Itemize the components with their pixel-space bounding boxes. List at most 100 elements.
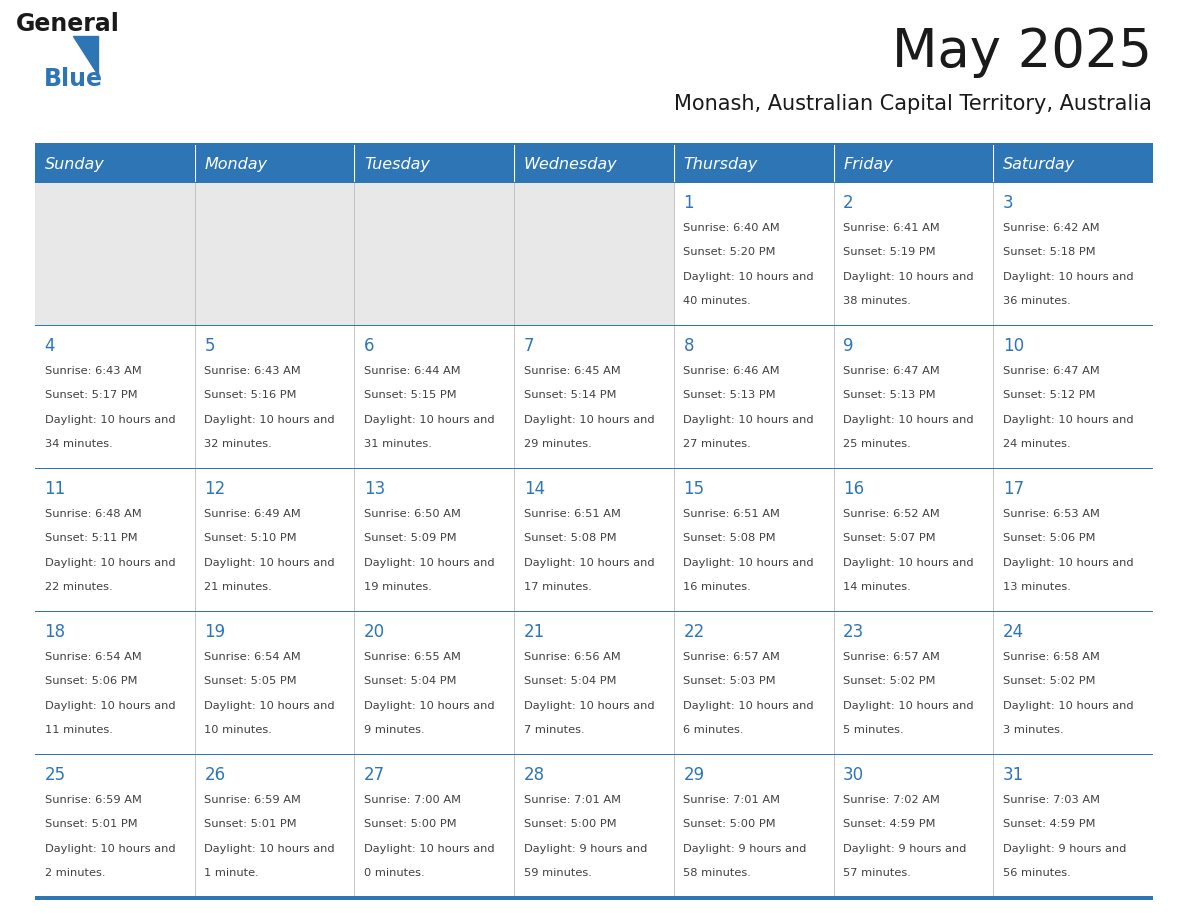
Text: 25 minutes.: 25 minutes. bbox=[843, 439, 911, 449]
Text: 56 minutes.: 56 minutes. bbox=[1003, 868, 1070, 878]
Text: 31: 31 bbox=[1003, 767, 1024, 785]
Text: Saturday: Saturday bbox=[1003, 156, 1075, 172]
Text: 17 minutes.: 17 minutes. bbox=[524, 582, 592, 592]
Text: Sunset: 5:13 PM: Sunset: 5:13 PM bbox=[683, 390, 776, 400]
Text: Sunrise: 6:41 AM: Sunrise: 6:41 AM bbox=[843, 223, 940, 233]
Text: Sunset: 5:04 PM: Sunset: 5:04 PM bbox=[364, 677, 456, 687]
Text: Sunset: 5:15 PM: Sunset: 5:15 PM bbox=[364, 390, 456, 400]
Text: 27 minutes.: 27 minutes. bbox=[683, 439, 751, 449]
Text: 14 minutes.: 14 minutes. bbox=[843, 582, 911, 592]
Text: 18: 18 bbox=[45, 623, 65, 642]
Text: Daylight: 9 hours and: Daylight: 9 hours and bbox=[843, 844, 967, 854]
Text: 23: 23 bbox=[843, 623, 865, 642]
Text: Sunset: 5:19 PM: Sunset: 5:19 PM bbox=[843, 247, 936, 257]
Text: 32 minutes.: 32 minutes. bbox=[204, 439, 272, 449]
Text: Sunset: 5:12 PM: Sunset: 5:12 PM bbox=[1003, 390, 1095, 400]
Text: Daylight: 10 hours and: Daylight: 10 hours and bbox=[524, 700, 655, 711]
Text: 13: 13 bbox=[364, 480, 385, 498]
Text: Wednesday: Wednesday bbox=[524, 156, 618, 172]
Text: 59 minutes.: 59 minutes. bbox=[524, 868, 592, 878]
Text: Daylight: 10 hours and: Daylight: 10 hours and bbox=[843, 272, 974, 282]
Text: 13 minutes.: 13 minutes. bbox=[1003, 582, 1070, 592]
Text: 29 minutes.: 29 minutes. bbox=[524, 439, 592, 449]
Text: 0 minutes.: 0 minutes. bbox=[364, 868, 424, 878]
Text: Sunrise: 6:54 AM: Sunrise: 6:54 AM bbox=[204, 652, 301, 662]
Text: Sunset: 5:18 PM: Sunset: 5:18 PM bbox=[1003, 247, 1095, 257]
Text: Sunrise: 6:57 AM: Sunrise: 6:57 AM bbox=[843, 652, 940, 662]
Text: Sunrise: 6:40 AM: Sunrise: 6:40 AM bbox=[683, 223, 781, 233]
Text: Sunset: 5:06 PM: Sunset: 5:06 PM bbox=[1003, 533, 1095, 543]
Text: Sunset: 5:17 PM: Sunset: 5:17 PM bbox=[45, 390, 137, 400]
Text: Monday: Monday bbox=[204, 156, 267, 172]
Text: Sunrise: 6:51 AM: Sunrise: 6:51 AM bbox=[524, 509, 620, 519]
Text: Sunset: 4:59 PM: Sunset: 4:59 PM bbox=[843, 820, 936, 829]
Text: Blue: Blue bbox=[44, 67, 103, 91]
Text: Sunset: 4:59 PM: Sunset: 4:59 PM bbox=[1003, 820, 1095, 829]
Text: 30: 30 bbox=[843, 767, 865, 785]
Text: 21 minutes.: 21 minutes. bbox=[204, 582, 272, 592]
Text: Sunrise: 6:53 AM: Sunrise: 6:53 AM bbox=[1003, 509, 1100, 519]
Text: 31 minutes.: 31 minutes. bbox=[364, 439, 432, 449]
Text: Daylight: 10 hours and: Daylight: 10 hours and bbox=[843, 557, 974, 567]
Text: 10: 10 bbox=[1003, 338, 1024, 355]
Text: 1: 1 bbox=[683, 195, 694, 212]
Text: Daylight: 10 hours and: Daylight: 10 hours and bbox=[843, 415, 974, 425]
Text: Sunrise: 7:01 AM: Sunrise: 7:01 AM bbox=[683, 795, 781, 805]
Text: Daylight: 10 hours and: Daylight: 10 hours and bbox=[364, 700, 494, 711]
Text: Sunrise: 7:01 AM: Sunrise: 7:01 AM bbox=[524, 795, 620, 805]
Text: Daylight: 10 hours and: Daylight: 10 hours and bbox=[364, 557, 494, 567]
Text: 38 minutes.: 38 minutes. bbox=[843, 296, 911, 306]
Text: 11: 11 bbox=[45, 480, 65, 498]
Text: Sunrise: 6:44 AM: Sunrise: 6:44 AM bbox=[364, 366, 461, 376]
Text: Sunrise: 6:48 AM: Sunrise: 6:48 AM bbox=[45, 509, 141, 519]
Text: Sunrise: 7:00 AM: Sunrise: 7:00 AM bbox=[364, 795, 461, 805]
Text: Sunset: 5:03 PM: Sunset: 5:03 PM bbox=[683, 677, 776, 687]
Text: Sunrise: 6:46 AM: Sunrise: 6:46 AM bbox=[683, 366, 781, 376]
Text: Sunday: Sunday bbox=[45, 156, 105, 172]
Text: 17: 17 bbox=[1003, 480, 1024, 498]
Text: Sunrise: 6:47 AM: Sunrise: 6:47 AM bbox=[1003, 366, 1100, 376]
Text: 1 minute.: 1 minute. bbox=[204, 868, 259, 878]
Text: Daylight: 9 hours and: Daylight: 9 hours and bbox=[683, 844, 807, 854]
Text: Sunset: 5:10 PM: Sunset: 5:10 PM bbox=[204, 533, 297, 543]
Text: Sunset: 5:14 PM: Sunset: 5:14 PM bbox=[524, 390, 617, 400]
Text: 57 minutes.: 57 minutes. bbox=[843, 868, 911, 878]
Text: Daylight: 10 hours and: Daylight: 10 hours and bbox=[1003, 557, 1133, 567]
Text: Daylight: 10 hours and: Daylight: 10 hours and bbox=[683, 272, 814, 282]
Text: Daylight: 10 hours and: Daylight: 10 hours and bbox=[683, 557, 814, 567]
Text: Sunrise: 6:43 AM: Sunrise: 6:43 AM bbox=[45, 366, 141, 376]
Text: 7 minutes.: 7 minutes. bbox=[524, 725, 584, 735]
Text: Sunset: 5:05 PM: Sunset: 5:05 PM bbox=[204, 677, 297, 687]
Text: Sunset: 5:00 PM: Sunset: 5:00 PM bbox=[364, 820, 456, 829]
Text: Sunrise: 6:50 AM: Sunrise: 6:50 AM bbox=[364, 509, 461, 519]
Text: Daylight: 10 hours and: Daylight: 10 hours and bbox=[204, 844, 335, 854]
Text: 6 minutes.: 6 minutes. bbox=[683, 725, 744, 735]
Text: Daylight: 10 hours and: Daylight: 10 hours and bbox=[843, 700, 974, 711]
Text: Daylight: 10 hours and: Daylight: 10 hours and bbox=[45, 700, 175, 711]
Text: 10 minutes.: 10 minutes. bbox=[204, 725, 272, 735]
Text: Sunrise: 6:45 AM: Sunrise: 6:45 AM bbox=[524, 366, 620, 376]
Polygon shape bbox=[72, 37, 97, 75]
Text: Sunset: 5:13 PM: Sunset: 5:13 PM bbox=[843, 390, 936, 400]
Text: 9 minutes.: 9 minutes. bbox=[364, 725, 424, 735]
Text: Sunrise: 6:59 AM: Sunrise: 6:59 AM bbox=[45, 795, 141, 805]
Text: 24 minutes.: 24 minutes. bbox=[1003, 439, 1070, 449]
Text: Sunset: 5:04 PM: Sunset: 5:04 PM bbox=[524, 677, 617, 687]
Text: Daylight: 10 hours and: Daylight: 10 hours and bbox=[1003, 415, 1133, 425]
Text: 25: 25 bbox=[45, 767, 65, 785]
Text: Sunset: 5:00 PM: Sunset: 5:00 PM bbox=[683, 820, 776, 829]
Text: Daylight: 10 hours and: Daylight: 10 hours and bbox=[45, 415, 175, 425]
Text: 36 minutes.: 36 minutes. bbox=[1003, 296, 1070, 306]
Text: Daylight: 9 hours and: Daylight: 9 hours and bbox=[1003, 844, 1126, 854]
Text: 11 minutes.: 11 minutes. bbox=[45, 725, 113, 735]
Text: Sunset: 5:06 PM: Sunset: 5:06 PM bbox=[45, 677, 137, 687]
Text: 19 minutes.: 19 minutes. bbox=[364, 582, 432, 592]
Text: Sunset: 5:20 PM: Sunset: 5:20 PM bbox=[683, 247, 776, 257]
Text: Daylight: 10 hours and: Daylight: 10 hours and bbox=[204, 557, 335, 567]
Text: Sunrise: 6:59 AM: Sunrise: 6:59 AM bbox=[204, 795, 302, 805]
Text: Sunrise: 6:43 AM: Sunrise: 6:43 AM bbox=[204, 366, 301, 376]
Text: Sunset: 5:02 PM: Sunset: 5:02 PM bbox=[843, 677, 936, 687]
Text: 34 minutes.: 34 minutes. bbox=[45, 439, 113, 449]
Text: Daylight: 10 hours and: Daylight: 10 hours and bbox=[204, 700, 335, 711]
Text: Sunrise: 6:49 AM: Sunrise: 6:49 AM bbox=[204, 509, 301, 519]
